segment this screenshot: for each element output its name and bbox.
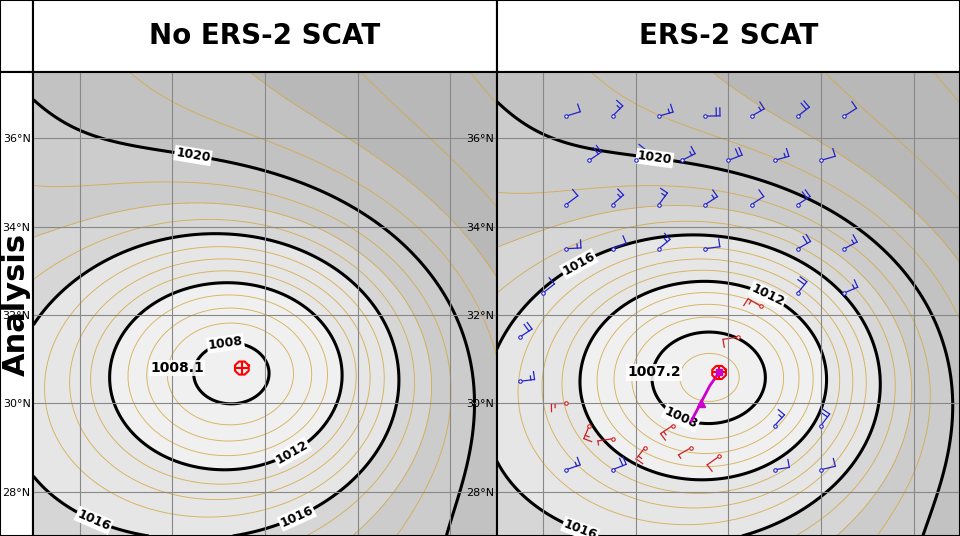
Text: No ERS-2 SCAT: No ERS-2 SCAT (150, 22, 381, 50)
Text: ERS-2 SCAT: ERS-2 SCAT (638, 22, 818, 50)
Text: 1007.2: 1007.2 (628, 366, 681, 379)
Text: 1008.1: 1008.1 (150, 361, 204, 375)
Text: 1016: 1016 (561, 250, 597, 278)
Text: 1016: 1016 (278, 504, 315, 530)
Text: 1012: 1012 (749, 282, 786, 309)
Text: 1008: 1008 (662, 405, 700, 431)
Text: 1020: 1020 (636, 150, 673, 167)
Text: 1012: 1012 (274, 438, 311, 467)
Text: 1016: 1016 (75, 508, 112, 533)
Text: 1016: 1016 (562, 518, 599, 536)
Text: 1008: 1008 (207, 334, 244, 352)
Text: Analysis: Analysis (2, 233, 31, 376)
Text: 1020: 1020 (175, 146, 211, 165)
